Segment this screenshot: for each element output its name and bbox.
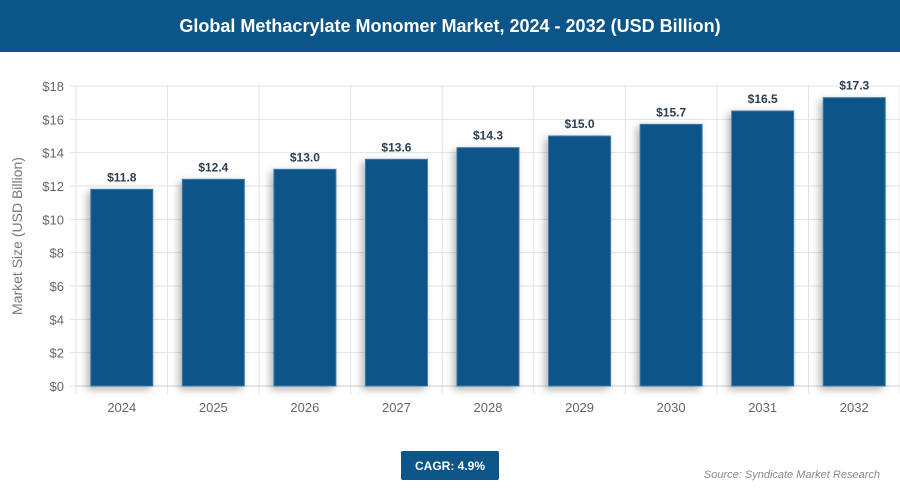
chart-title: Global Methacrylate Monomer Market, 2024… — [0, 0, 900, 52]
y-tick-label: $12 — [42, 179, 64, 194]
x-tick-label: 2029 — [565, 400, 594, 415]
y-tick-label: $16 — [42, 112, 64, 127]
bar-2030 — [639, 123, 703, 387]
y-tick-label: $2 — [50, 346, 64, 361]
data-label: $14.3 — [473, 129, 503, 143]
bar-2027 — [364, 158, 428, 387]
y-tick-label: $0 — [50, 379, 64, 394]
source-note: Source: Syndicate Market Research — [703, 469, 880, 481]
bar-2031 — [731, 110, 795, 387]
y-tick-label: $4 — [50, 312, 64, 327]
bar-chart: $0 $2 $4 $6 $8 $10 $12 $14 $16 $18 $11.8 2024 $12.4 2… — [9, 79, 900, 415]
x-tick-label: 2026 — [290, 400, 319, 415]
data-label: $16.5 — [748, 92, 778, 106]
data-label: $17.3 — [839, 79, 869, 93]
x-tick-label: 2032 — [840, 400, 869, 415]
data-label: $13.6 — [381, 140, 411, 154]
x-tick-label: 2027 — [382, 400, 411, 415]
data-label: $13.0 — [290, 150, 320, 164]
y-tick-label: $6 — [50, 279, 64, 294]
x-tick-label: 2024 — [107, 400, 136, 415]
y-tick-label: $14 — [42, 146, 64, 161]
x-tick-label: 2031 — [748, 400, 777, 415]
y-tick-label: $18 — [42, 79, 64, 94]
y-axis-title: Market Size (USD Billion) — [9, 157, 25, 315]
bar-2024 — [90, 188, 154, 387]
cagr-badge: CAGR: 4.9% — [401, 451, 499, 480]
y-tick-label: $8 — [50, 246, 64, 261]
data-label: $12.4 — [198, 160, 228, 174]
data-label: $11.8 — [107, 170, 137, 184]
bar-2025 — [181, 178, 245, 387]
x-tick-label: 2028 — [474, 400, 503, 415]
bar-2032 — [822, 97, 886, 387]
bar-2029 — [548, 135, 612, 387]
x-tick-label: 2025 — [199, 400, 228, 415]
x-tick-label: 2030 — [657, 400, 686, 415]
bar-2028 — [456, 147, 520, 387]
data-label: $15.7 — [656, 105, 686, 119]
data-label: $15.0 — [565, 117, 595, 131]
bar-2026 — [273, 168, 337, 387]
y-tick-label: $10 — [42, 212, 64, 227]
